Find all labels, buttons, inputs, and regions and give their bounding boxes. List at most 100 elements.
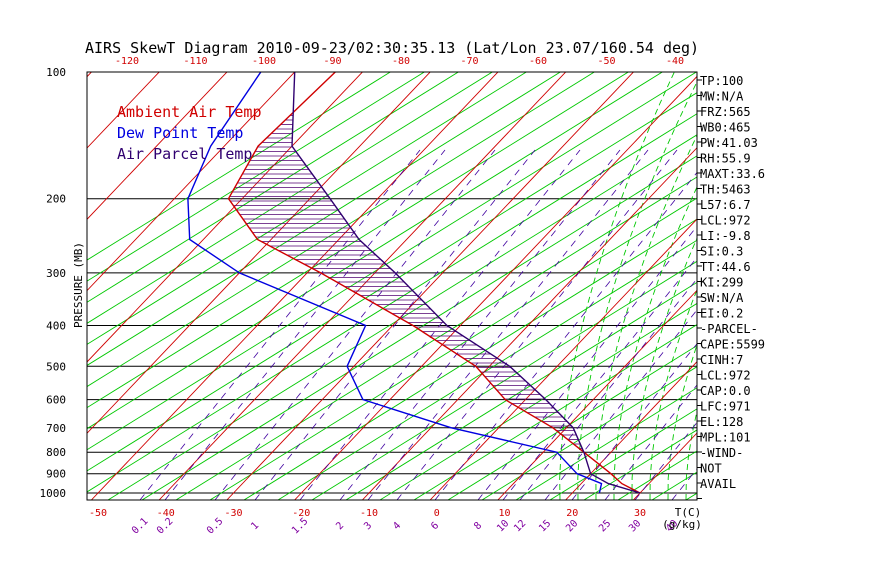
pressure-label: 400 — [46, 319, 66, 332]
mixing-ratio-label: 4 — [391, 520, 403, 532]
isotherm-line — [87, 72, 228, 220]
stat-entry: -PARCEL- — [700, 322, 758, 336]
pressure-labels: 100 200 300 400 500 600 700 800 900 1000 — [40, 66, 67, 500]
moist-adiabat-line — [758, 60, 870, 500]
stat-entry: MPL:101 — [700, 431, 751, 445]
stat-entry: LCL:972 — [700, 369, 751, 383]
mixing-ratio-label: 0.2 — [155, 516, 176, 537]
mixing-ratio-label: 1.5 — [290, 516, 311, 537]
isotherm-line — [226, 72, 635, 500]
stat-entry: MAXT:33.6 — [700, 167, 765, 181]
pressure-label: 500 — [46, 360, 66, 373]
stat-entry: RH:55.9 — [700, 152, 751, 166]
plot-frame — [86, 71, 698, 501]
dry-adiabat-line — [107, 134, 697, 500]
stat-entry: AVAIL — [700, 477, 736, 491]
legend-label: Air Parcel Temp — [117, 145, 252, 163]
mixing-ratio-label: 20 — [564, 518, 580, 534]
axis-ticks — [697, 79, 702, 499]
dry-adiabat-line — [141, 155, 697, 500]
dry-adiabat-line — [87, 92, 697, 472]
dry-adiabat-line — [379, 302, 697, 500]
dry-adiabat-line — [87, 72, 494, 324]
top-temp-label: -90 — [323, 56, 341, 67]
mixing-ratio-line — [214, 149, 496, 500]
stat-entry: TT:44.6 — [700, 260, 751, 274]
mixing-ratio-line — [396, 149, 678, 500]
stat-entry: -WIND- — [700, 446, 743, 460]
bottom-temp-label: -20 — [292, 508, 310, 519]
moist-adiabat-line — [595, 134, 697, 500]
isotherm-line — [87, 72, 364, 363]
dry-adiabat-line — [87, 72, 664, 430]
top-temp-label: -40 — [666, 56, 684, 67]
isotherm-line — [87, 72, 160, 149]
dry-adiabat-line — [447, 345, 697, 500]
bottom-temp-label: 0 — [434, 508, 440, 519]
mixing-ratio-label: 12 — [512, 518, 528, 534]
mixing-ratio-label: 30 — [627, 518, 643, 534]
dry-adiabat-line — [754, 66, 870, 500]
mixing-ratio-label: 2 — [334, 520, 346, 532]
stat-entry: SI:0.3 — [700, 245, 743, 259]
stat-entry: MW:N/A — [700, 90, 744, 104]
dry-adiabat-line — [87, 72, 697, 451]
moist-adiabat-line — [577, 80, 697, 500]
isotherm-line — [87, 72, 296, 292]
mixing-ratio-labels: 0.1 0.2 0.5 1 1.5 2 3 4 6 8 10 12 15 20 25 30 40(g/kg) — [130, 516, 702, 537]
moist-adiabat-line — [631, 236, 697, 500]
mixing-ratio-line — [519, 278, 697, 500]
stat-entry: TH:5463 — [700, 183, 751, 197]
dry-adiabat-line — [87, 72, 528, 345]
top-temp-label: -50 — [597, 56, 615, 67]
mixing-ratio-label: 0.5 — [205, 516, 226, 537]
isotherm-line — [362, 147, 697, 500]
legend: Ambient Air Temp Dew Point Temp Air Parcel… — [117, 103, 262, 163]
dry-adiabat-line — [87, 72, 460, 303]
dry-adiabat-line — [481, 366, 697, 500]
dry-adiabat-line — [651, 471, 697, 500]
adiabat-isotherm-grid — [87, 60, 870, 500]
stat-entry: KI:299 — [700, 276, 743, 290]
mixing-ratio-label: 6 — [429, 520, 441, 532]
moist-adiabat-line — [740, 60, 870, 500]
mixing-ratio-line — [164, 149, 446, 500]
top-temp-label: -60 — [529, 56, 547, 67]
profile-line — [227, 72, 641, 494]
pressure-label: 600 — [46, 394, 66, 407]
mixing-ratio-line — [502, 256, 697, 500]
stat-entry: CAP:0.0 — [700, 384, 751, 398]
bottom-temp-label: -10 — [360, 508, 378, 519]
top-temp-labels: -120 -110 -100 -90 -80 -70 -60 -50 -40 — [115, 56, 684, 67]
mixing-ratio-line — [434, 171, 697, 500]
dry-adiabat-line — [277, 239, 697, 500]
dry-adiabat-line — [87, 72, 562, 366]
pressure-label: 100 — [46, 66, 66, 79]
stat-entry: CINH:7 — [700, 353, 743, 367]
dry-adiabat-line — [413, 324, 697, 500]
pressure-label: 200 — [46, 193, 66, 206]
pressure-label: 300 — [46, 267, 66, 280]
bottom-temp-labels: -50 -40 -30 -20 -10 0 10 20 30 T(C) — [89, 506, 701, 519]
stat-entry: PW:41.03 — [700, 136, 758, 150]
pressure-label: 1000 — [40, 487, 67, 500]
dry-adiabat-line — [311, 260, 697, 500]
stat-entry: FRZ:565 — [700, 105, 751, 119]
moist-adiabat-line — [613, 186, 697, 500]
dry-adiabat-line — [87, 72, 596, 388]
isotherm-line — [87, 72, 431, 434]
profile-line — [291, 72, 641, 494]
y-axis-title: PRESSURE (MB) — [72, 242, 85, 328]
bottom-temp-label: 20 — [566, 508, 578, 519]
top-temp-label: -70 — [460, 56, 478, 67]
legend-label: Dew Point Temp — [117, 124, 243, 142]
isotherm-line — [294, 75, 697, 500]
stat-entry: NOT — [700, 462, 722, 476]
mixing-ratio-label: 15 — [537, 518, 553, 534]
isotherm-line — [497, 289, 697, 500]
stat-entry: LFC:971 — [700, 400, 751, 414]
moist-adiabat-line — [649, 288, 697, 500]
bottom-temp-label: 10 — [498, 508, 510, 519]
